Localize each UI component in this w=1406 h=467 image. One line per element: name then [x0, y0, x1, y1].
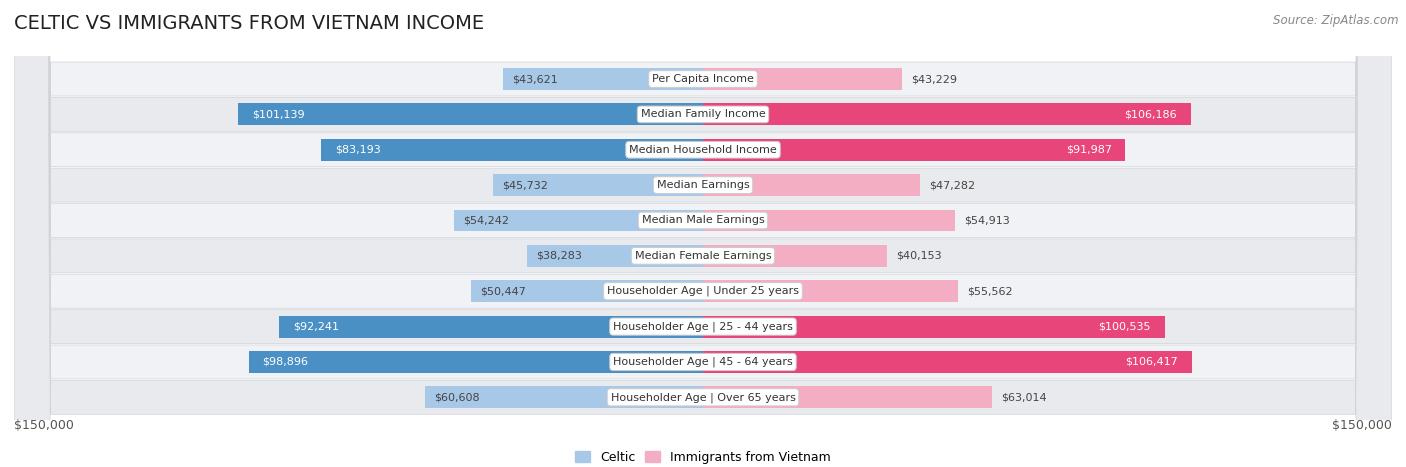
Text: $83,193: $83,193 [335, 145, 381, 155]
FancyBboxPatch shape [14, 0, 1392, 467]
Text: $91,987: $91,987 [1066, 145, 1112, 155]
Text: Householder Age | Under 25 years: Householder Age | Under 25 years [607, 286, 799, 297]
Text: Per Capita Income: Per Capita Income [652, 74, 754, 84]
Text: $43,621: $43,621 [512, 74, 558, 84]
Text: $54,242: $54,242 [463, 215, 509, 226]
Bar [454, 210, 703, 232]
Text: $45,732: $45,732 [502, 180, 548, 190]
Bar [703, 280, 959, 302]
Bar [703, 174, 920, 196]
Bar [527, 245, 703, 267]
Bar [249, 351, 703, 373]
Text: Source: ZipAtlas.com: Source: ZipAtlas.com [1274, 14, 1399, 27]
Text: $63,014: $63,014 [1001, 392, 1047, 402]
FancyBboxPatch shape [14, 0, 1392, 467]
Bar [494, 174, 703, 196]
FancyBboxPatch shape [14, 0, 1392, 467]
Text: $47,282: $47,282 [929, 180, 976, 190]
FancyBboxPatch shape [14, 0, 1392, 467]
Text: Median Family Income: Median Family Income [641, 109, 765, 120]
FancyBboxPatch shape [14, 0, 1392, 467]
FancyBboxPatch shape [14, 0, 1392, 467]
Text: Median Household Income: Median Household Income [628, 145, 778, 155]
Bar [321, 139, 703, 161]
Text: $150,000: $150,000 [14, 418, 75, 432]
Bar [703, 351, 1192, 373]
Text: $106,186: $106,186 [1125, 109, 1177, 120]
FancyBboxPatch shape [14, 0, 1392, 467]
Bar [703, 210, 955, 232]
Bar [703, 245, 887, 267]
Text: $101,139: $101,139 [252, 109, 305, 120]
Bar [703, 68, 901, 90]
Text: CELTIC VS IMMIGRANTS FROM VIETNAM INCOME: CELTIC VS IMMIGRANTS FROM VIETNAM INCOME [14, 14, 484, 33]
Text: $98,896: $98,896 [263, 357, 308, 367]
Bar [703, 386, 993, 408]
Text: $92,241: $92,241 [292, 322, 339, 332]
Bar [425, 386, 703, 408]
Text: $50,447: $50,447 [481, 286, 526, 296]
FancyBboxPatch shape [14, 0, 1392, 467]
Text: $54,913: $54,913 [965, 215, 1010, 226]
Text: Householder Age | 45 - 64 years: Householder Age | 45 - 64 years [613, 357, 793, 367]
FancyBboxPatch shape [14, 0, 1392, 467]
Text: $60,608: $60,608 [434, 392, 479, 402]
Bar [280, 316, 703, 338]
Text: $100,535: $100,535 [1098, 322, 1152, 332]
Text: $40,153: $40,153 [897, 251, 942, 261]
Bar [503, 68, 703, 90]
Text: Householder Age | 25 - 44 years: Householder Age | 25 - 44 years [613, 321, 793, 332]
Legend: Celtic, Immigrants from Vietnam: Celtic, Immigrants from Vietnam [569, 446, 837, 467]
Bar [239, 103, 703, 125]
Bar [703, 139, 1125, 161]
Bar [703, 316, 1164, 338]
Text: $150,000: $150,000 [1331, 418, 1392, 432]
Text: $55,562: $55,562 [967, 286, 1012, 296]
Text: $43,229: $43,229 [911, 74, 956, 84]
Text: $106,417: $106,417 [1125, 357, 1178, 367]
Text: Median Male Earnings: Median Male Earnings [641, 215, 765, 226]
Text: Median Earnings: Median Earnings [657, 180, 749, 190]
Bar [703, 103, 1191, 125]
Bar [471, 280, 703, 302]
Text: $38,283: $38,283 [536, 251, 582, 261]
FancyBboxPatch shape [14, 0, 1392, 467]
Text: Median Female Earnings: Median Female Earnings [634, 251, 772, 261]
Text: Householder Age | Over 65 years: Householder Age | Over 65 years [610, 392, 796, 403]
